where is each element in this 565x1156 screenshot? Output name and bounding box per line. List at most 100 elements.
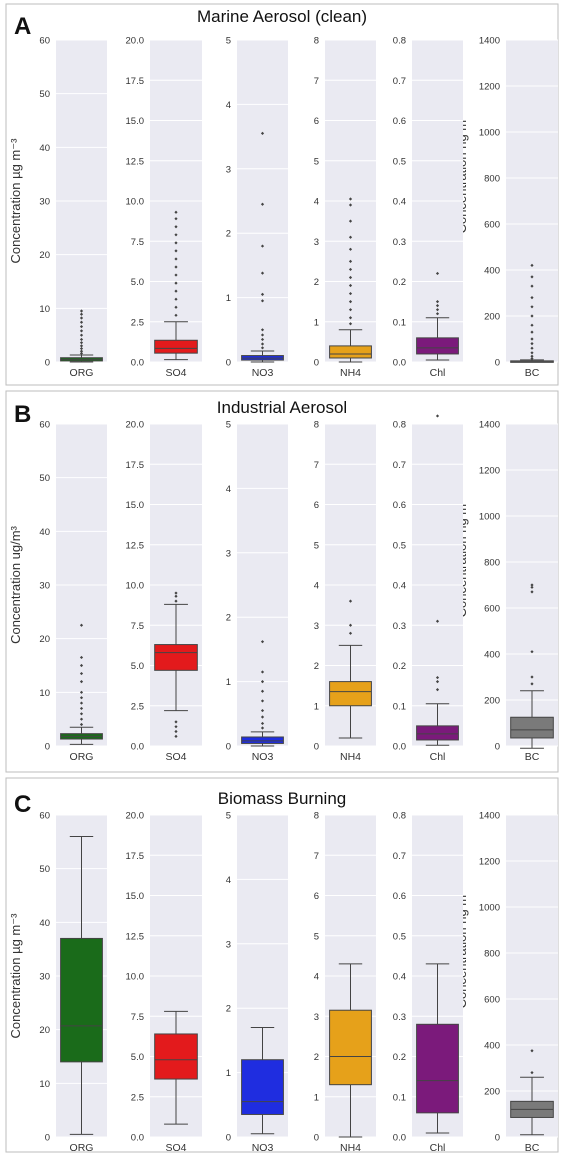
outlier-point	[79, 712, 84, 716]
y-tick-label: 50	[39, 864, 50, 875]
y-tick-label: 0.6	[393, 500, 406, 511]
y-tick-label: 0.5	[393, 156, 406, 167]
y-tick-label: 0.8	[393, 420, 406, 431]
box-so4	[154, 339, 198, 354]
y-tick-label: 15.0	[126, 116, 145, 127]
y-tick-label: 10	[39, 304, 50, 315]
outlier-point	[530, 351, 534, 355]
y-tick-label: 15.0	[126, 891, 145, 902]
y-tick-label: 0.1	[393, 701, 406, 712]
outlier-point	[260, 299, 265, 303]
x-category-label: NH4	[340, 751, 361, 763]
panel-title: Industrial Aerosol	[217, 398, 347, 417]
outlier-point	[530, 296, 534, 300]
box-so4	[154, 1033, 198, 1080]
outlier-point	[435, 619, 440, 623]
outlier-point	[260, 670, 265, 674]
y-tick-label: 17.5	[126, 460, 145, 471]
y-tick-label: 1000	[479, 903, 500, 914]
y-tick-label: 12.5	[126, 156, 145, 167]
outlier-point	[174, 305, 178, 309]
box-chl	[416, 337, 459, 355]
y-tick-label: 12.5	[126, 540, 145, 551]
outlier-point	[260, 337, 265, 342]
y-tick-label: 4	[314, 581, 319, 592]
outlier-point	[530, 284, 534, 288]
outlier-point	[260, 333, 265, 337]
outlier-point	[530, 585, 534, 589]
y-tick-label: 5.0	[131, 277, 144, 288]
x-category-label: NO3	[252, 1142, 274, 1154]
y-tick-label: 4	[226, 875, 231, 886]
y-tick-label: 3	[226, 164, 231, 175]
y-tick-label: 0.1	[393, 317, 406, 328]
y-tick-label: 2	[226, 613, 231, 624]
outlier-point	[530, 1049, 534, 1053]
y-tick-label: 50	[39, 89, 50, 100]
y-tick-label: 40	[39, 527, 50, 538]
y-tick-label: 2	[314, 277, 319, 288]
outlier-point	[348, 197, 353, 201]
y-tick-label: 0.0	[393, 1133, 406, 1144]
plot-area	[506, 40, 558, 362]
subplot-so4: 0.0 2.5 5.0 7.5 10.0 12.5 15.0 17.5 20.0 SO4	[126, 811, 202, 1154]
x-category-label: ORG	[70, 751, 94, 763]
y-tick-label: 0	[45, 1133, 50, 1144]
y-tick-label: 0	[226, 742, 231, 753]
y-tick-label: 5.0	[131, 1052, 144, 1063]
y-tick-label: 2	[314, 661, 319, 672]
outlier-point	[260, 715, 265, 719]
y-tick-label: 200	[484, 696, 500, 707]
y-tick-label: 17.5	[126, 76, 145, 87]
outlier-point	[174, 734, 178, 738]
y-tick-label: 0.2	[393, 1052, 406, 1063]
y-tick-label: 1	[226, 1068, 231, 1079]
y-tick-label: 1000	[479, 128, 500, 139]
outlier-point	[530, 356, 534, 361]
subplot-no3: 0 1 2 3 4 5 NO3	[226, 36, 288, 379]
y-tick-label: 7	[314, 851, 319, 862]
outlier-point	[530, 682, 534, 686]
y-tick-label: 40	[39, 918, 50, 929]
y-tick-label: 30	[39, 197, 50, 208]
y-tick-label: 10.0	[126, 972, 145, 983]
outlier-point	[79, 312, 84, 316]
outlier-point	[348, 219, 353, 223]
outlier-point	[530, 590, 534, 594]
plot-area	[237, 40, 288, 362]
outlier-point	[260, 328, 265, 332]
y-tick-label: 30	[39, 581, 50, 592]
box-chl	[416, 725, 459, 741]
y-tick-label: 2	[226, 1004, 231, 1015]
y-axis-label-mass: Concentration ug/m³	[8, 525, 23, 643]
outlier-point	[174, 265, 178, 269]
y-tick-label: 1400	[479, 420, 500, 431]
box-nh4	[329, 345, 372, 359]
y-tick-label: 15.0	[126, 500, 145, 511]
subplot-nh4: 0 1 2 3 4 5 6 7 8 NH4	[314, 36, 376, 379]
y-tick-label: 0.3	[393, 1012, 406, 1023]
outlier-point	[260, 244, 265, 248]
y-tick-label: 5	[226, 420, 231, 431]
outlier-point	[530, 675, 534, 679]
outlier-point	[79, 324, 84, 329]
outlier-point	[79, 329, 84, 333]
outlier-point	[79, 701, 84, 705]
outlier-point	[79, 623, 84, 627]
x-category-label: Chl	[430, 751, 446, 763]
y-tick-label: 400	[484, 1041, 500, 1052]
subplot-bc: 0 200 400 600 800 1000 1200 1400 BC	[479, 36, 558, 379]
outlier-point	[174, 591, 178, 595]
outlier-point	[435, 675, 440, 680]
outlier-point	[530, 337, 534, 341]
outlier-point	[79, 320, 84, 324]
y-tick-label: 3	[314, 1012, 319, 1023]
outlier-point	[435, 300, 440, 304]
outlier-point	[79, 663, 84, 668]
y-tick-label: 400	[484, 266, 500, 277]
y-tick-label: 20	[39, 634, 50, 645]
subplot-no3: 0 1 2 3 4 5 NO3	[226, 811, 288, 1154]
subplot-org: 0 10 20 30 40 50 60 ORG	[39, 420, 107, 763]
